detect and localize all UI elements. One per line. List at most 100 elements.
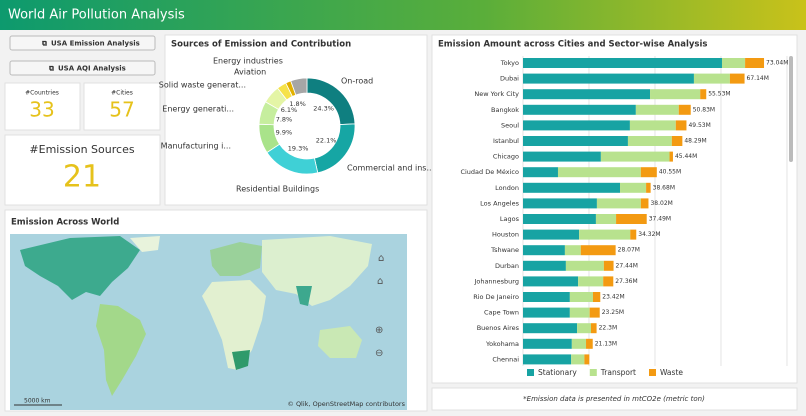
map-scale: 5000 km — [24, 398, 51, 405]
bar-segment — [693, 73, 730, 84]
bar-segment — [596, 198, 641, 209]
total-label: 23.25M — [602, 309, 624, 316]
total-label: 28.07M — [618, 247, 640, 254]
total-label: 27.36M — [615, 278, 637, 285]
bar-segment — [523, 307, 570, 318]
bar-segment — [523, 198, 597, 209]
total-label: 38.02M — [650, 200, 672, 207]
legend-swatch — [589, 369, 597, 376]
south-america — [96, 304, 146, 396]
kpi-panel — [4, 82, 81, 131]
map-attribution: © Qlik, OpenStreetMap contributors — [287, 400, 405, 408]
bar-segment — [578, 276, 604, 287]
total-label: 48.29M — [684, 138, 706, 145]
kpi-label: #Cities — [111, 90, 133, 97]
y-tick-label: Cape Town — [484, 309, 519, 317]
bar-segment — [579, 229, 631, 240]
donut-title: Sources of Emission and Contribution — [171, 40, 351, 50]
bar-chart: Tokyo 73.04M Dubai 67.14M New York City 55.53… — [460, 56, 788, 377]
total-label: 49.53M — [688, 122, 710, 129]
kpi-value: 21 — [63, 160, 101, 195]
button[interactable]: ⧉ USA Emission Analysis — [9, 35, 156, 51]
bar-segment — [589, 307, 600, 318]
y-tick-label: Seoul — [501, 121, 519, 129]
button-box[interactable] — [9, 60, 156, 76]
bar-segment — [603, 276, 614, 287]
bar-segment — [523, 323, 578, 334]
bar-segment — [523, 276, 579, 287]
bar-segment — [523, 245, 565, 256]
bar-segment — [592, 292, 601, 302]
donut-slice — [290, 77, 308, 96]
europe — [210, 242, 262, 276]
bar-segment — [700, 89, 707, 100]
total-label: 73.04M — [766, 60, 788, 67]
bar-segment — [523, 58, 722, 68]
total-label: 27.44M — [616, 262, 638, 269]
button-label[interactable]: USA Emission Analysis — [51, 40, 140, 48]
australia — [318, 326, 362, 358]
bar-segment — [620, 182, 647, 193]
y-tick-label: Bangkok — [491, 106, 519, 114]
scrollbar[interactable] — [789, 56, 793, 162]
total-label: 23.42M — [602, 294, 624, 301]
legend-label: Waste — [660, 368, 683, 377]
y-tick-label: Chennai — [492, 355, 519, 363]
y-tick-label: Lagos — [500, 215, 520, 223]
bar-segment — [564, 245, 581, 256]
map-title: Emission Across World — [11, 218, 119, 228]
total-label: 22.3M — [599, 325, 618, 332]
bar-segment — [729, 73, 745, 84]
bar-segment — [595, 214, 617, 224]
footnote: *Emission data is presented in mtCO2e (m… — [523, 395, 705, 403]
bar-segment — [678, 104, 691, 115]
map-zoom-in[interactable]: ⊕ — [375, 325, 383, 336]
kpi-value: 33 — [29, 98, 54, 122]
bar-segment — [523, 151, 601, 162]
bar-segment — [630, 229, 637, 240]
map-zoom-out[interactable]: ⊖ — [375, 348, 383, 359]
bar-segment — [565, 260, 604, 271]
bar-segment — [523, 229, 580, 240]
donut-panel — [164, 34, 428, 206]
y-tick-label: Yokohama — [485, 340, 519, 348]
asia — [262, 236, 372, 306]
total-label: 38.68M — [653, 184, 675, 191]
footnote-panel — [431, 387, 798, 411]
button[interactable]: ⧉ USA AQI Analysis — [9, 60, 156, 76]
map-control[interactable]: ⌂ — [377, 276, 383, 287]
button-label[interactable]: USA AQI Analysis — [58, 65, 126, 73]
y-tick-label: Tshwane — [490, 246, 519, 254]
y-tick-label: Durban — [495, 262, 519, 270]
bar-segment — [627, 136, 672, 146]
legend-swatch — [527, 369, 534, 376]
bar-segment — [603, 260, 614, 271]
bar-segment — [745, 58, 765, 68]
bar-segment — [675, 120, 687, 131]
bar-segment — [523, 260, 566, 271]
bar-segment — [523, 89, 651, 100]
total-label: 34.32M — [638, 231, 660, 238]
bar-segment — [629, 120, 676, 131]
bar-segment — [635, 104, 679, 115]
bar-title: Emission Amount across Cities and Sector… — [438, 40, 707, 50]
donut-category-label: Manufacturing i... — [161, 142, 231, 151]
y-tick-label: London — [495, 184, 519, 192]
bar-segment — [671, 136, 683, 146]
map-control[interactable]: ⌂ — [378, 253, 384, 264]
kpi-panel — [4, 134, 161, 206]
bar-segment — [569, 307, 590, 318]
button-box[interactable] — [9, 35, 156, 51]
donut-value-label: 24.3% — [313, 105, 334, 113]
y-tick-label: New York City — [474, 90, 519, 98]
bar-segment — [721, 58, 746, 68]
bar-segment — [523, 104, 636, 115]
kpi-panel — [83, 82, 161, 131]
bar-segment — [600, 151, 670, 162]
kpi-label: #Emission Sources — [29, 143, 134, 156]
donut-value-label: 22.1% — [316, 137, 337, 145]
donut-value-label: 9.9% — [276, 128, 293, 136]
north-america — [20, 236, 140, 300]
header-bar — [0, 0, 806, 30]
bar-segment — [640, 198, 649, 209]
